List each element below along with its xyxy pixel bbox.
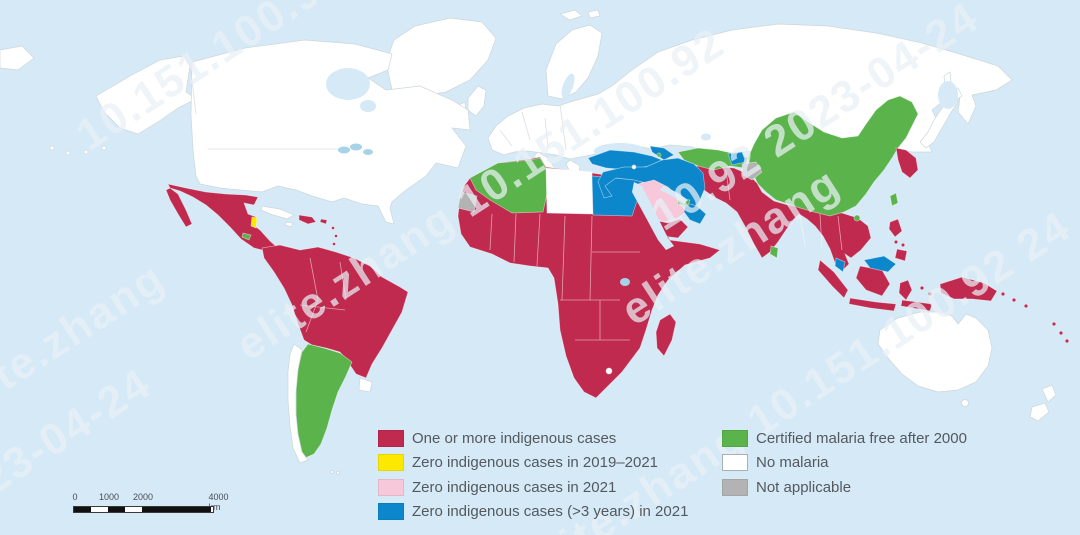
region-western-sahara [457,191,478,213]
region-belize [250,216,258,229]
legend-swatch [378,478,404,496]
region-australia [877,311,993,393]
region-hainan [853,214,861,222]
region-mindanao [894,248,908,262]
country-borders-light [189,63,567,151]
region-madagascar [655,313,677,357]
region-new-guinea [939,276,998,302]
legend-item: Certified malaria free after 2000 [722,426,967,451]
legend-swatch [722,478,748,496]
region-china [747,95,919,217]
legend-label: Zero indigenous cases in 2021 [412,478,617,496]
legend-item: Zero indigenous cases in 2019–2021 [378,451,688,476]
region-luzon [888,218,903,238]
region-puerto-rico [319,218,328,225]
baltic-sea [561,73,575,99]
region-visayas [893,239,906,248]
legend-item: Zero indigenous cases in 2021 [378,475,688,500]
region-kashmir [741,161,763,181]
region-new-zealand [1029,384,1057,422]
region-aleutians [49,145,107,156]
great-lakes [363,149,373,155]
legend-swatch [378,503,404,521]
legend-label: Zero indigenous cases in 2019–2021 [412,454,659,472]
region-chukotka [0,45,35,71]
great-lakes [350,143,362,151]
region-tajikistan [727,151,747,166]
region-sumatra [817,259,849,299]
region-java [848,297,897,312]
region-lesotho [605,367,613,375]
red-sea [632,182,674,250]
scale-tick-4000: 4000 km [208,492,229,512]
region-malaysia-peninsula [834,257,846,273]
scale-bar: 0 1000 2000 4000 km [72,492,243,518]
region-jamaica [284,221,294,228]
legend-item: Not applicable [722,475,967,500]
region-malaysia-borneo [863,255,897,273]
region-armenia [656,152,662,158]
legend-left: One or more indigenous cases Zero indige… [378,426,688,524]
region-sri-lanka [769,245,779,259]
region-libya [545,167,594,215]
scale-tick-2000: 2000 [132,492,154,502]
legend-item: No malaria [722,451,967,476]
region-uruguay [358,377,373,393]
scale-bar-segments [73,506,214,513]
persian-gulf [660,186,688,204]
legend-swatch [722,454,748,472]
region-pacific-islands [1000,291,1070,344]
region-svalbard [559,9,601,21]
scale-tick-0: 0 [72,492,78,502]
region-korea [895,147,919,179]
legend-item: One or more indigenous cases [378,426,688,451]
hudson-bay [326,68,370,100]
region-oman [683,202,707,225]
region-chile [287,343,309,464]
lake-victoria [620,278,630,286]
legend-swatch [378,454,404,472]
country-borders [299,169,843,341]
region-tasmania [961,399,969,407]
legend-label: Zero indigenous cases (>3 years) in 2021 [412,503,689,521]
region-baja-california [165,187,193,228]
sea-of-okhotsk [938,81,958,109]
region-japan [919,97,959,149]
aral-sea [701,133,711,141]
region-caucasus [649,145,675,161]
region-falklands [330,470,340,475]
region-el-salvador [241,232,252,241]
legend-label: Certified malaria free after 2000 [756,429,967,447]
region-lesser-sunda [900,299,933,312]
region-cyprus [631,164,637,170]
region-greenland [385,17,497,98]
james-bay [360,100,376,112]
legend-swatch [378,429,404,447]
region-lesser-antilles [331,226,338,246]
great-lakes [338,146,350,154]
region-hispaniola [298,214,317,225]
legend-swatch [722,429,748,447]
region-cuba [260,205,295,220]
region-south-america [261,244,409,379]
legend-label: No malaria [756,454,829,472]
region-taiwan [889,192,899,207]
legend-right: Certified malaria free after 2000 No mal… [722,426,967,500]
region-maluku [919,285,933,297]
legend-label: One or more indigenous cases [412,429,617,447]
region-scandinavia [545,24,603,100]
region-sulawesi [898,279,913,301]
legend-label: Not applicable [756,478,852,496]
scale-tick-1000: 1000 [98,492,120,502]
legend-item: Zero indigenous cases (>3 years) in 2021 [378,500,688,525]
